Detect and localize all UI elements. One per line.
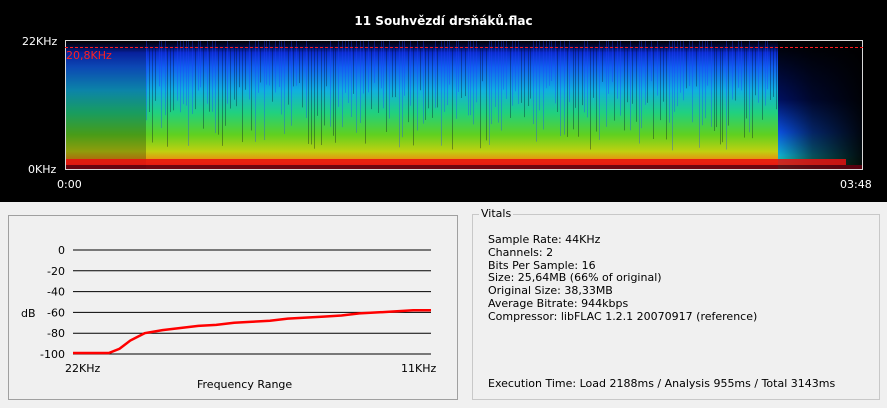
- cutoff-line: [65, 47, 863, 48]
- y-axis-top-label: 22KHz: [22, 35, 58, 48]
- y-tick-label: 0: [58, 244, 65, 257]
- x-axis-end-label: 03:48: [840, 178, 872, 191]
- frequency-chart: 0 -20 -40 -60 -80 -100: [40, 244, 431, 361]
- average-bitrate: Average Bitrate: 944kbps: [488, 296, 629, 310]
- original-size: Original Size: 38,33MB: [488, 284, 613, 298]
- x-axis-start-label: 0:00: [57, 178, 82, 191]
- frequency-response-line: [73, 309, 431, 355]
- vitals-list: Sample Rate: 44KHz Channels: 2 Bits Per …: [488, 233, 758, 324]
- y-axis-bottom-label: 0KHz: [28, 163, 57, 176]
- y-tick-label: -100: [40, 348, 65, 361]
- spectrogram-image: [65, 40, 863, 170]
- y-tick-label: -80: [47, 327, 65, 340]
- channels: Channels: 2: [488, 245, 554, 259]
- cutoff-label: 20,8KHz: [66, 49, 112, 62]
- compressor: Compressor: libFLAC 1.2.1 20070917 (refe…: [488, 309, 758, 323]
- frequency-chart-panel: 0 -20 -40 -60 -80 -100 dB 22KHz 11KHz Frequen…: [8, 215, 458, 400]
- sample-rate: Sample Rate: 44KHz: [488, 233, 601, 246]
- vitals-legend: Vitals: [479, 207, 514, 220]
- execution-time: Execution Time: Load 2188ms / Analysis 9…: [488, 377, 836, 390]
- x-start-label: 22KHz: [65, 362, 101, 375]
- spectrogram-panel: 11 Souhvězdí drsňáků.flac 22KHz 0KHz 0:0…: [0, 0, 887, 202]
- y-axis-title: dB: [21, 307, 36, 320]
- file-title: 11 Souhvězdí drsňáků.flac: [354, 14, 533, 28]
- bits-per-sample: Bits Per Sample: 16: [488, 258, 596, 272]
- y-tick-label: -40: [47, 286, 65, 299]
- x-axis-title: Frequency Range: [197, 378, 293, 391]
- y-tick-label: -20: [47, 265, 65, 278]
- x-end-label: 11KHz: [401, 362, 437, 375]
- vitals-group: Vitals Sample Rate: 44KHz Channels: 2 Bi…: [472, 207, 880, 400]
- size: Size: 25,64MB (66% of original): [488, 271, 662, 285]
- y-tick-label: -60: [47, 306, 65, 319]
